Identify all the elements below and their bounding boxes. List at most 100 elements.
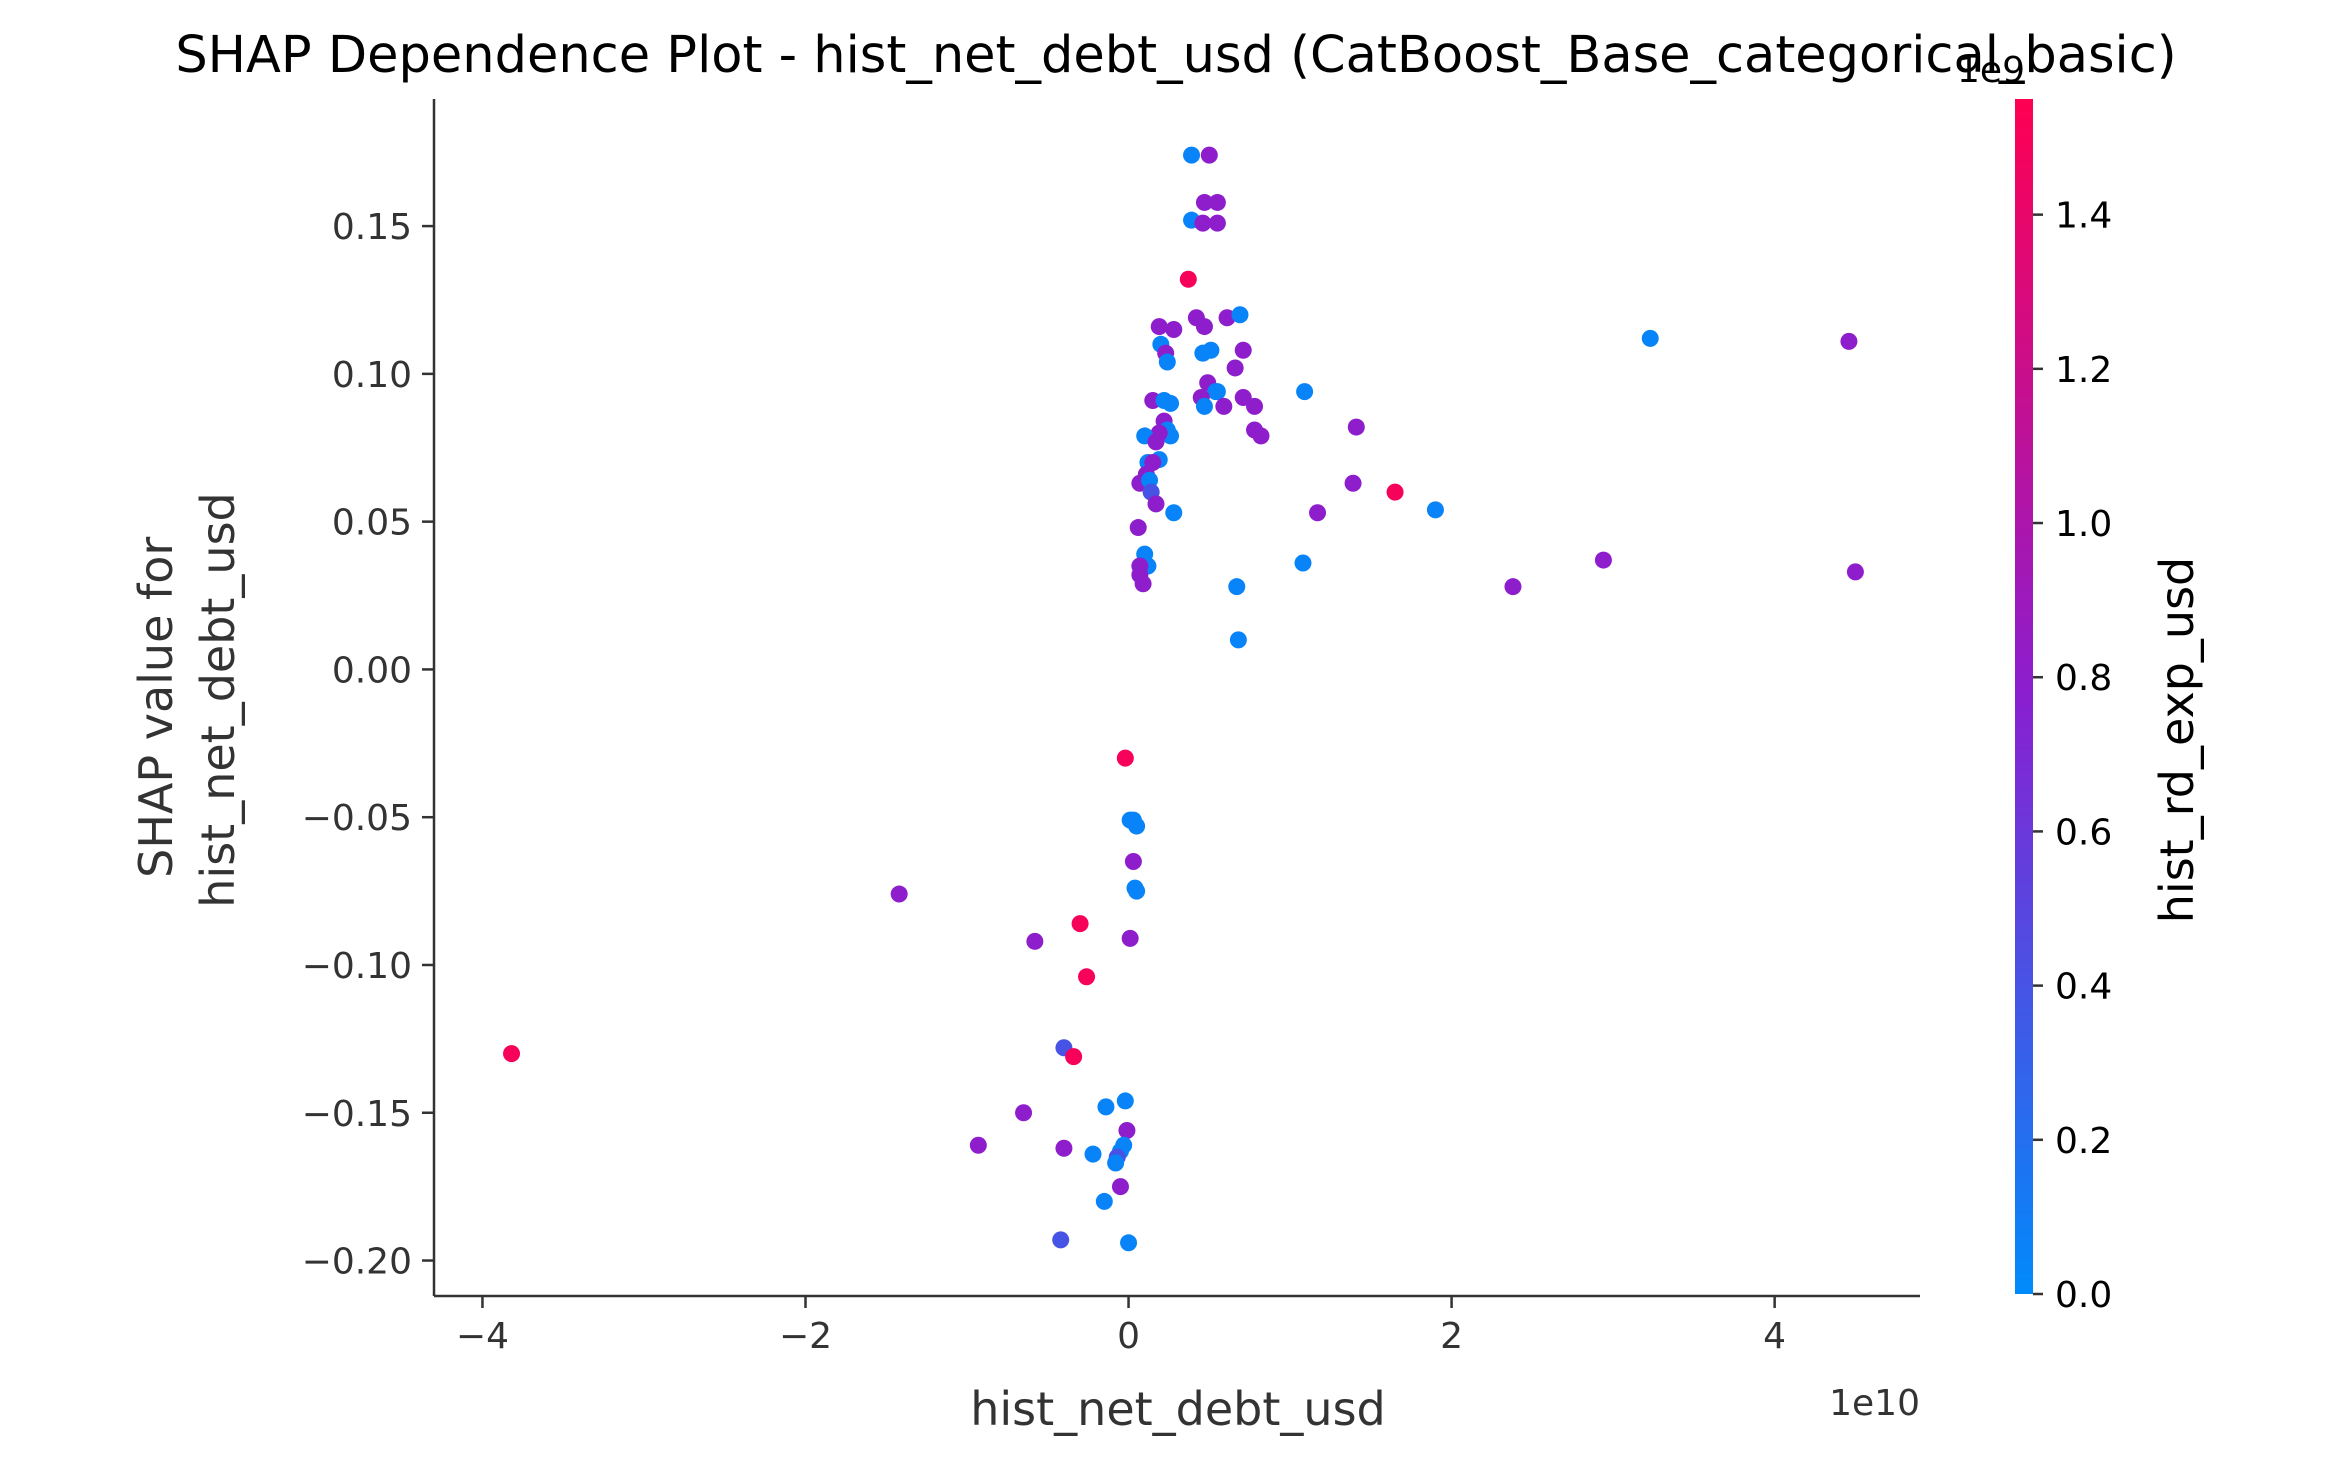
- scatter-point: [1055, 1139, 1073, 1157]
- scatter-point: [1183, 146, 1201, 164]
- scatter-point: [1840, 332, 1858, 350]
- x-offset-text: 1e10: [1829, 1383, 1920, 1424]
- colorbar-tick-label: 0.0: [2055, 1275, 2112, 1316]
- scatter-point: [1208, 193, 1226, 211]
- scatter-point: [1195, 318, 1213, 336]
- data-points: [503, 146, 1864, 1252]
- scatter-point: [969, 1136, 987, 1154]
- scatter-point: [1118, 1121, 1136, 1139]
- scatter-point: [1147, 433, 1165, 451]
- scatter-point: [1095, 1192, 1113, 1210]
- scatter-point: [1226, 359, 1244, 377]
- scatter-point: [1215, 397, 1233, 415]
- scatter-point: [1309, 504, 1327, 522]
- chart-title: SHAP Dependence Plot - hist_net_debt_usd…: [175, 26, 2176, 85]
- y-axis-label: SHAP value for hist_net_debt_usd: [129, 492, 245, 907]
- colorbar-tick-label: 0.4: [2055, 967, 2112, 1008]
- colorbar-offset-text: 1e9: [1957, 50, 2025, 91]
- scatter-point: [1294, 554, 1312, 572]
- scatter-point: [1344, 474, 1362, 492]
- scatter-point: [1208, 383, 1226, 401]
- x-tick-label: 2: [1440, 1316, 1463, 1357]
- colorbar-tick-label: 1.4: [2055, 196, 2112, 237]
- scatter-point: [1386, 483, 1404, 501]
- scatter-point: [1426, 501, 1444, 519]
- scatter-point: [1208, 214, 1226, 232]
- scatter-point: [1052, 1231, 1070, 1249]
- y-axis-label-line-1: SHAP value for: [129, 537, 183, 878]
- scatter-point: [1228, 578, 1246, 596]
- y-tick-label: 0.10: [332, 355, 412, 396]
- y-ticks: −0.20 −0.15 −0.10 −0.05 0.00 0.05 0.10 0.15: [302, 207, 434, 1283]
- x-tick-label: −2: [779, 1316, 832, 1357]
- y-axis-label-line-2: hist_net_debt_usd: [191, 492, 245, 907]
- scatter-point: [1179, 270, 1197, 288]
- colorbar-tick-label: 0.8: [2055, 658, 2112, 699]
- scatter-point: [1120, 1234, 1138, 1252]
- y-tick-label: −0.10: [302, 946, 412, 987]
- scatter-point: [1252, 427, 1270, 445]
- scatter-point: [1121, 929, 1139, 947]
- colorbar-ticks: 0.0 0.2 0.4 0.6 0.8 1.0 1.2 1.4: [2033, 196, 2112, 1316]
- scatter-point: [1231, 306, 1249, 324]
- scatter-point: [1124, 853, 1142, 871]
- scatter-point: [1246, 397, 1264, 415]
- colorbar-tick-label: 1.2: [2055, 350, 2112, 391]
- scatter-point: [1200, 146, 1218, 164]
- colorbar-tick-label: 0.6: [2055, 812, 2112, 853]
- axes: [432, 99, 1920, 1298]
- scatter-point: [1218, 309, 1236, 327]
- scatter-point: [1128, 817, 1146, 835]
- scatter-point: [1071, 915, 1089, 933]
- scatter-point: [1116, 749, 1134, 767]
- scatter-point: [1846, 563, 1864, 581]
- scatter-point: [1078, 968, 1096, 986]
- scatter-point: [1134, 575, 1152, 593]
- x-tick-label: −4: [456, 1316, 509, 1357]
- colorbar-tick-label: 0.2: [2055, 1121, 2112, 1162]
- colorbar: 0.0 0.2 0.4 0.6 0.8 1.0 1.2 1.4 1e9 hist_rd_exp…: [1957, 50, 2204, 1316]
- y-tick-label: 0.00: [332, 650, 412, 691]
- x-tick-label: 4: [1763, 1316, 1786, 1357]
- scatter-point: [1084, 1145, 1102, 1163]
- scatter-point: [1116, 1092, 1134, 1110]
- colorbar-label: hist_rd_exp_usd: [2150, 557, 2204, 923]
- x-tick-label: 0: [1117, 1316, 1140, 1357]
- scatter-point: [1111, 1178, 1129, 1196]
- y-tick-label: 0.05: [332, 503, 412, 544]
- scatter-point: [1097, 1098, 1115, 1116]
- scatter-point: [1107, 1154, 1125, 1172]
- scatter-point: [1065, 1048, 1083, 1066]
- scatter-point: [1194, 214, 1212, 232]
- scatter-point: [1202, 341, 1220, 359]
- scatter-point: [1150, 318, 1168, 336]
- scatter-point: [1296, 383, 1314, 401]
- scatter-point: [890, 885, 908, 903]
- scatter-point: [1129, 519, 1147, 537]
- scatter-point: [1015, 1104, 1033, 1122]
- scatter-point: [1165, 321, 1183, 339]
- scatter-point: [1195, 193, 1213, 211]
- scatter-point: [1162, 394, 1180, 412]
- scatter-point: [1347, 418, 1365, 436]
- scatter-point: [1195, 397, 1213, 415]
- scatter-point: [1158, 353, 1176, 371]
- x-axis-label: hist_net_debt_usd: [970, 1382, 1385, 1436]
- scatter-point: [1026, 932, 1044, 950]
- y-tick-label: −0.20: [302, 1242, 412, 1283]
- y-tick-label: 0.15: [332, 207, 412, 248]
- y-tick-label: −0.05: [302, 798, 412, 839]
- scatter-point: [1147, 495, 1165, 513]
- scatter-point: [1504, 578, 1522, 596]
- x-ticks: −4 −2 0 2 4: [456, 1296, 1786, 1357]
- scatter-point: [1128, 882, 1146, 900]
- y-tick-label: −0.15: [302, 1094, 412, 1135]
- scatter-point: [503, 1045, 521, 1063]
- colorbar-gradient: [2015, 99, 2033, 1294]
- scatter-point: [1234, 341, 1252, 359]
- scatter-point: [1594, 551, 1612, 569]
- colorbar-tick-label: 1.0: [2055, 504, 2112, 545]
- scatter-point: [1165, 504, 1183, 522]
- scatter-point: [1229, 631, 1247, 649]
